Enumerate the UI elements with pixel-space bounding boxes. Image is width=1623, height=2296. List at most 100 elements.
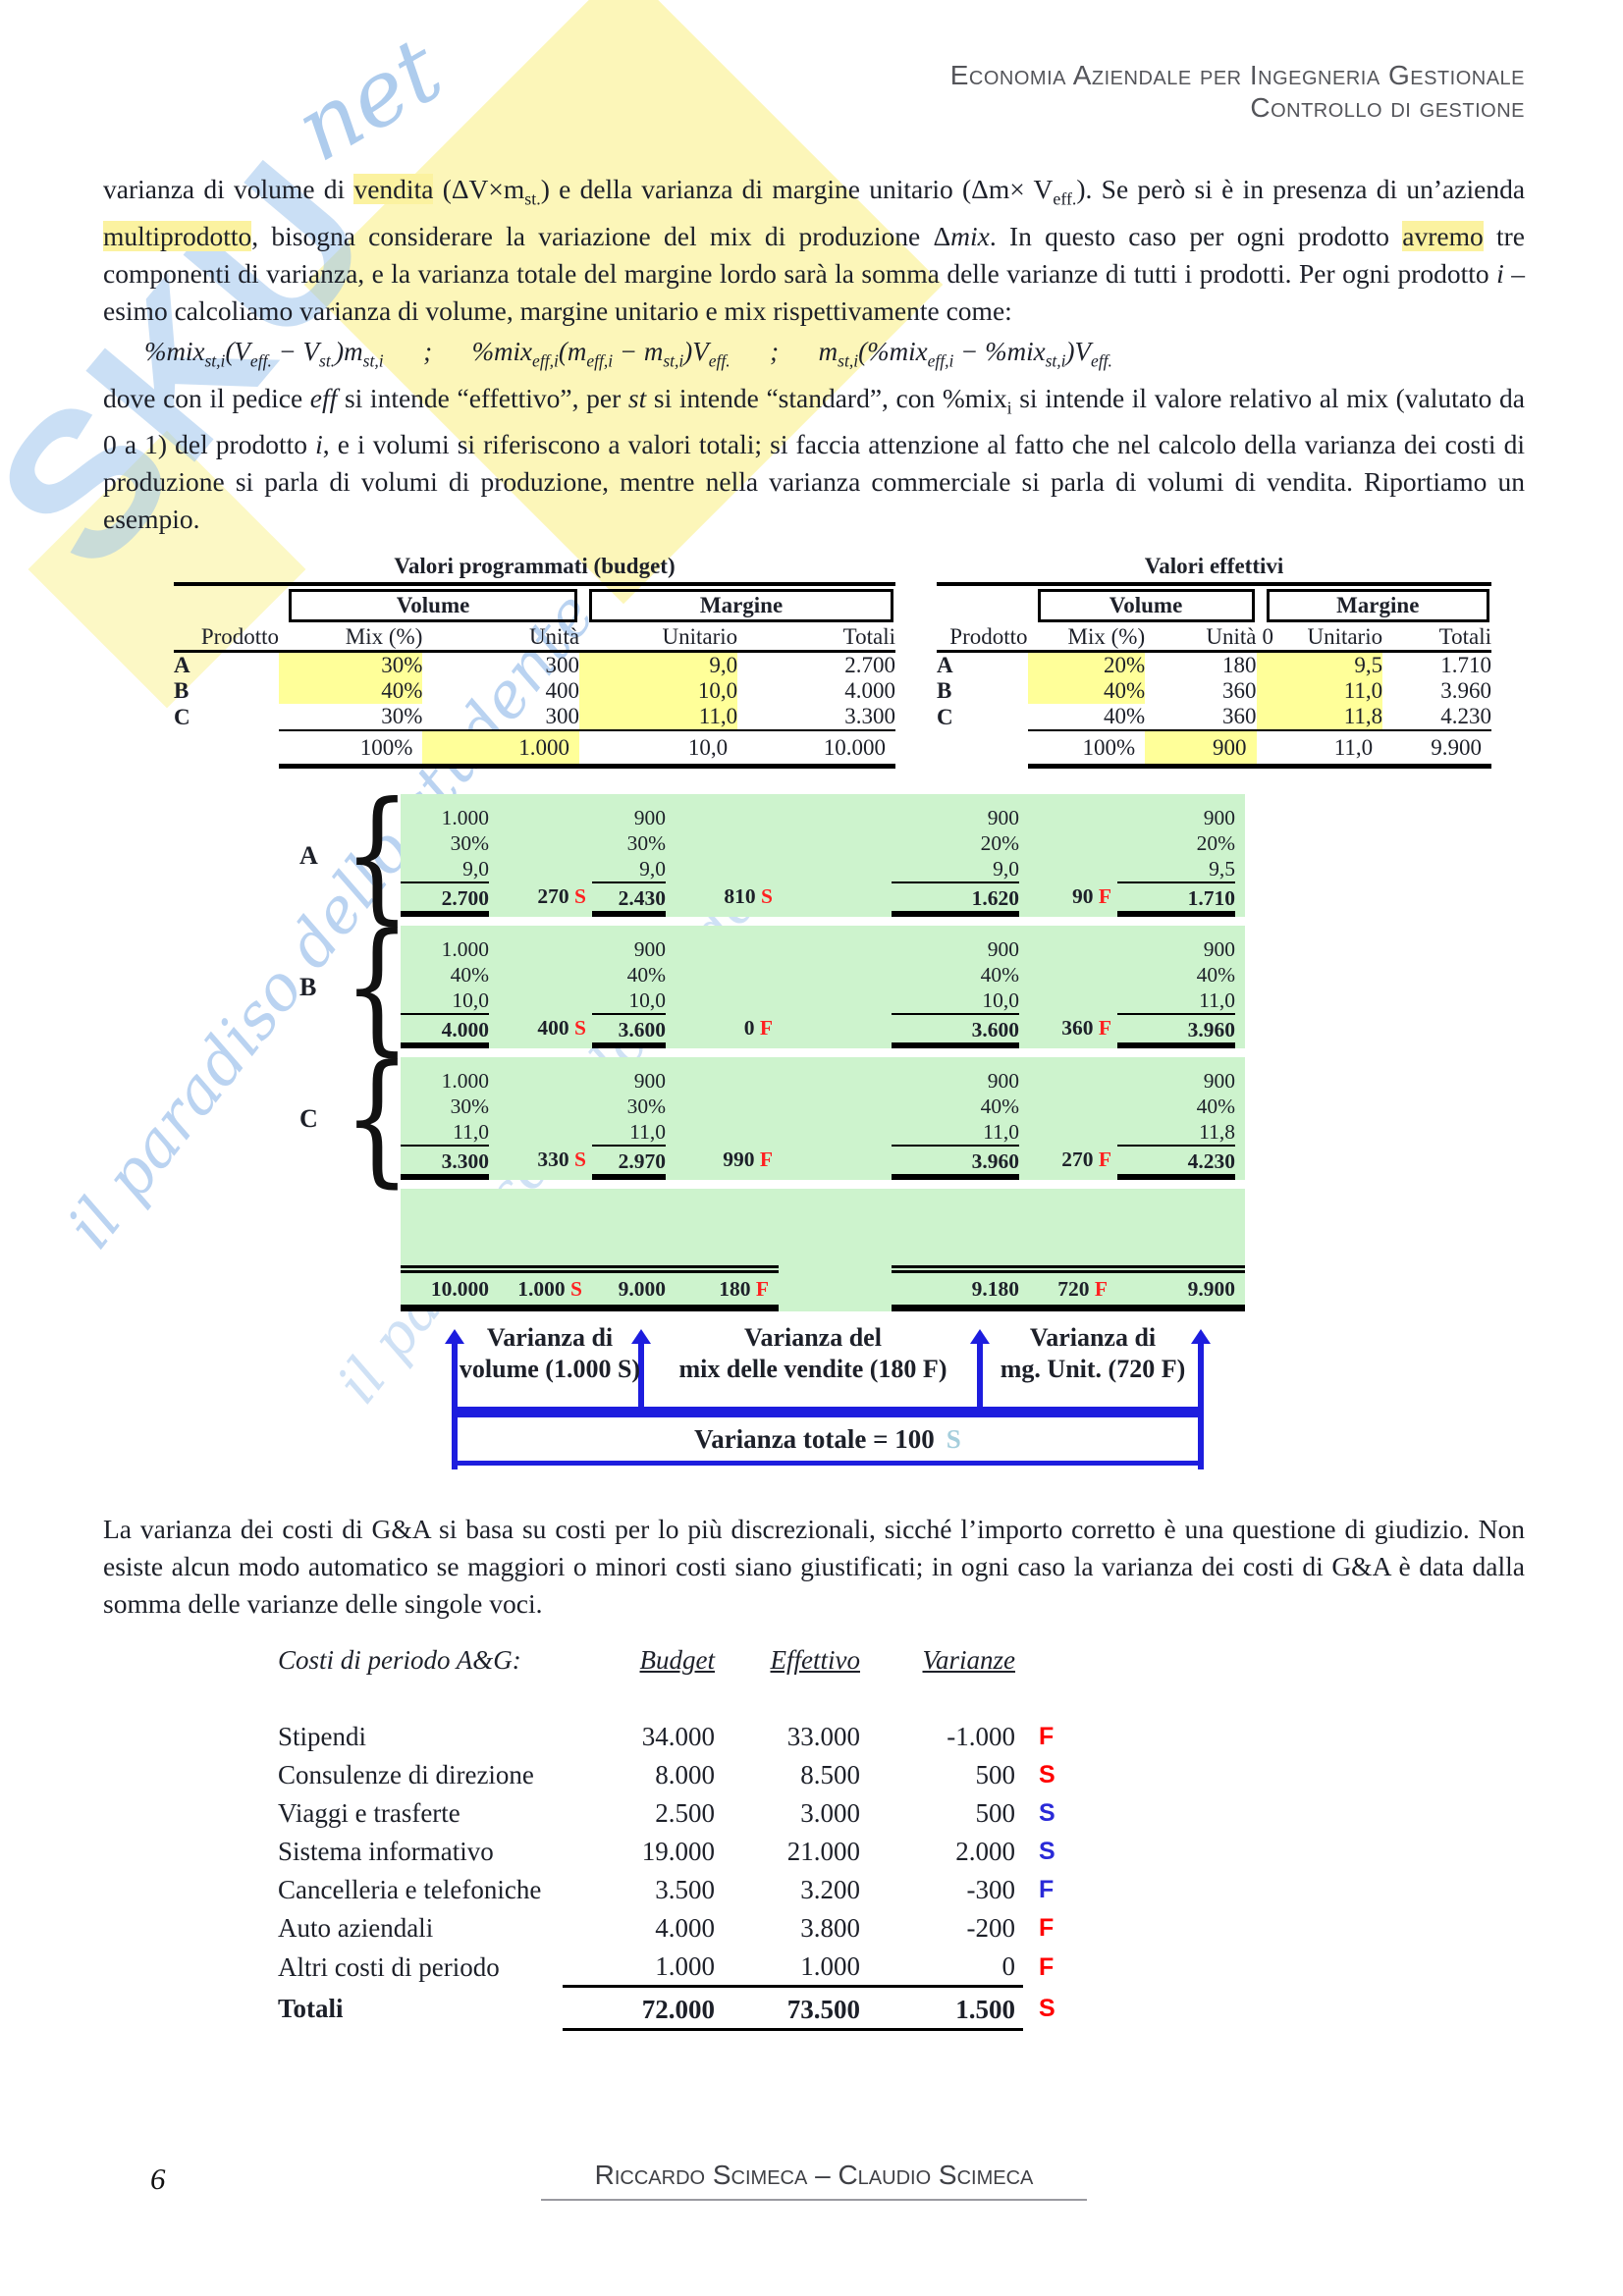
i-run: mix xyxy=(950,220,990,251)
text-run: − %mix xyxy=(953,336,1046,366)
calc-total-cell: 180 F xyxy=(676,1265,779,1312)
column-header: Totali xyxy=(737,624,895,654)
stack-value: 11,8 xyxy=(1117,1119,1235,1148)
value-cell: 40% xyxy=(1027,678,1146,705)
variance-number: 90 xyxy=(1071,884,1099,909)
stack-total: 4.000 xyxy=(401,1015,489,1049)
stack-value: 40% xyxy=(1196,963,1235,988)
stack-value: 10,0 xyxy=(401,988,489,1016)
stack-value: 900 xyxy=(633,1069,666,1094)
variance-letter: S xyxy=(574,884,586,909)
group-volume-box: Volume xyxy=(289,589,578,623)
stack-value: 900 xyxy=(987,1069,1019,1094)
actual-value: 21.000 xyxy=(786,1837,860,1867)
calc-totals-grid: 10.000 1.000 S 9.000 180 F 9.180 720 F 9.900 xyxy=(401,1189,1245,1312)
calc-product-label: A xyxy=(299,840,318,870)
label-line: Varianza di xyxy=(1029,1323,1157,1353)
group-margine-cell: Margine xyxy=(1257,584,1491,624)
actual-value: 3.800 xyxy=(800,1913,860,1944)
variance-value: 90 F xyxy=(1029,884,1117,909)
stack-value: 900 xyxy=(1203,1069,1235,1094)
cost-row: Auto aziendali 4.000 3.800 -200 F xyxy=(278,1908,1093,1947)
subscript-run: st. xyxy=(319,349,336,370)
text-run: ). Se però si è in presenza di un’aziend… xyxy=(1076,174,1526,204)
stack-total: 3.960 xyxy=(892,1147,1019,1181)
value-cell: 360 xyxy=(1222,704,1257,729)
arrow-budget-total xyxy=(445,1329,464,1470)
value-cell: 30% xyxy=(381,704,423,729)
group-volume-cell: Volume xyxy=(1028,584,1257,624)
stack-value: 40% xyxy=(1196,1095,1235,1119)
variance-letter: F xyxy=(1039,1876,1055,1904)
calc-product-row: C{1.000 30% 11,0 3.300 330 S 900 30% 11,0 2.970 9… xyxy=(299,1037,1525,1201)
arrow-up-icon xyxy=(631,1319,651,1345)
stack-total: 2.430 xyxy=(592,883,666,918)
actual-total: 73.500 xyxy=(723,1986,868,2032)
stack-value: 20% xyxy=(1196,831,1235,856)
value-cell: 180 xyxy=(1222,653,1257,678)
calc-product-label: B xyxy=(299,972,317,1001)
stack-value: 1.000 xyxy=(441,806,489,830)
variance-letter: F xyxy=(759,1148,773,1172)
text-run: La varianza dei costi di G&A si basa su … xyxy=(103,1514,1525,1620)
variance-letter: S xyxy=(570,1277,582,1302)
arrow-mix-adjusted xyxy=(970,1329,990,1412)
stack-value: 10,0 xyxy=(892,988,1019,1016)
column-header: Unità xyxy=(422,624,580,654)
variance-letter: F xyxy=(759,1016,773,1041)
document-header: Economia Aziendale per Ingegneria Gestio… xyxy=(103,0,1525,124)
table-row: B 40% 360 11,0 3.960 xyxy=(937,678,1491,705)
text-run: (m xyxy=(558,336,587,366)
variance-letter: S xyxy=(1039,1761,1055,1789)
variance-number: 990 xyxy=(723,1148,760,1172)
stack-value: 30% xyxy=(450,1095,489,1119)
stack-value: 10,0 xyxy=(592,988,666,1016)
corner-cell xyxy=(174,584,279,624)
calc-stack: 900 40% 10,0 3.600 xyxy=(892,936,1029,1049)
value-cell: 11,0 xyxy=(1256,678,1383,705)
spacer-cell xyxy=(278,1679,563,1717)
label-line: mg. Unit. (720 F) xyxy=(1000,1355,1186,1384)
stack-value: 30% xyxy=(626,831,666,856)
total-variance-text: Varianza totale = 100 xyxy=(694,1423,935,1454)
total-number: 9.900 xyxy=(1187,1277,1235,1302)
value-cell: 3.300 xyxy=(844,704,895,729)
variance-value: 2.000 xyxy=(955,1837,1015,1867)
hl-run: multiprodotto xyxy=(103,220,252,251)
subscript-run: eff. xyxy=(1091,349,1112,370)
text-run: − m xyxy=(613,336,664,366)
column-header: Totali xyxy=(1382,624,1491,654)
stack-value: 20% xyxy=(980,831,1019,856)
brace-decoration: { xyxy=(343,1036,411,1202)
column-header: Prodotto xyxy=(937,624,1028,654)
calc-product-row: B{1.000 40% 10,0 4.000 400 S 900 40% 10,0 3.600 0… xyxy=(299,905,1525,1070)
header-with-zero: 0 Unitario xyxy=(1257,624,1383,650)
variance-letter: F xyxy=(1039,1953,1055,1982)
variance-letter: F xyxy=(1039,1914,1055,1943)
cost-item-label: Stipendi xyxy=(278,1722,367,1752)
budget-value: 2.500 xyxy=(655,1798,715,1829)
calc-total-cell: 10.000 xyxy=(401,1265,499,1312)
variance-letter: S xyxy=(761,884,773,909)
stack-total: 3.960 xyxy=(1117,1015,1235,1049)
value-cell: 20% xyxy=(1027,651,1146,679)
value-cell: 40% xyxy=(1103,704,1146,729)
subscript-run: eff. xyxy=(249,349,272,370)
subscript-run: eff. xyxy=(1053,188,1077,209)
budget-value: 3.500 xyxy=(655,1875,715,1905)
calc-product-label: C xyxy=(299,1103,318,1133)
column-header-row: Prodotto Mix (%) Unità Unitario Totali xyxy=(174,624,895,654)
stack-total: 2.970 xyxy=(592,1147,666,1181)
label-line: mix delle vendite (180 F) xyxy=(678,1355,947,1384)
budget-total: 72.000 xyxy=(563,1986,723,2032)
variance-calculation-section: A{1.000 30% 9,0 2.700 270 S 900 30% 9,0 2.430 810… xyxy=(299,774,1525,1312)
text-run: − V xyxy=(271,336,320,366)
subscript-run: st,i xyxy=(204,349,226,370)
calc-grid: 1.000 40% 10,0 4.000 400 S 900 40% 10,0 3.600 0 F… xyxy=(401,926,1245,1049)
value-cell: 9,0 xyxy=(579,651,738,679)
table-title: Valori effettivi xyxy=(1144,554,1284,579)
variance-value: -300 xyxy=(966,1875,1016,1905)
total-cell: 9.900 xyxy=(1382,729,1491,770)
variance-number: 360 xyxy=(1061,1016,1099,1041)
